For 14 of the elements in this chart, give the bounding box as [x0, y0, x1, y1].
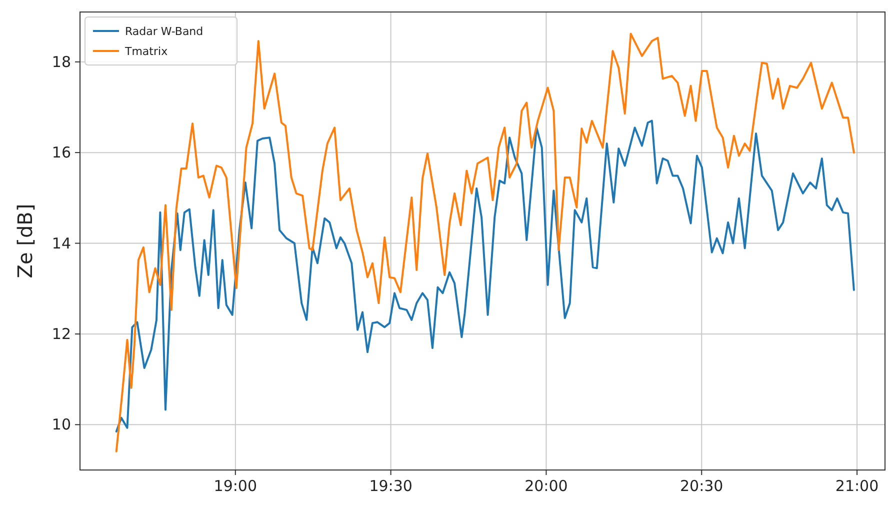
y-tick-label: 14 [52, 234, 71, 252]
x-tick-label: 21:00 [835, 477, 879, 495]
y-tick-label: 12 [52, 324, 71, 343]
x-tick-label: 19:30 [369, 477, 412, 495]
legend-label: Radar W-Band [125, 25, 204, 38]
line-series [115, 120, 855, 432]
y-tick-label: 16 [52, 144, 71, 162]
legend-label: Tmatrix [124, 45, 168, 58]
y-tick-label: 18 [52, 52, 71, 71]
x-tick-label: 20:30 [680, 477, 724, 495]
y-tick-label: 10 [52, 416, 71, 434]
x-tick-label: 20:00 [524, 477, 568, 495]
x-tick-label: 19:00 [214, 477, 258, 495]
y-axis-title: Ze [dB] [13, 204, 37, 278]
